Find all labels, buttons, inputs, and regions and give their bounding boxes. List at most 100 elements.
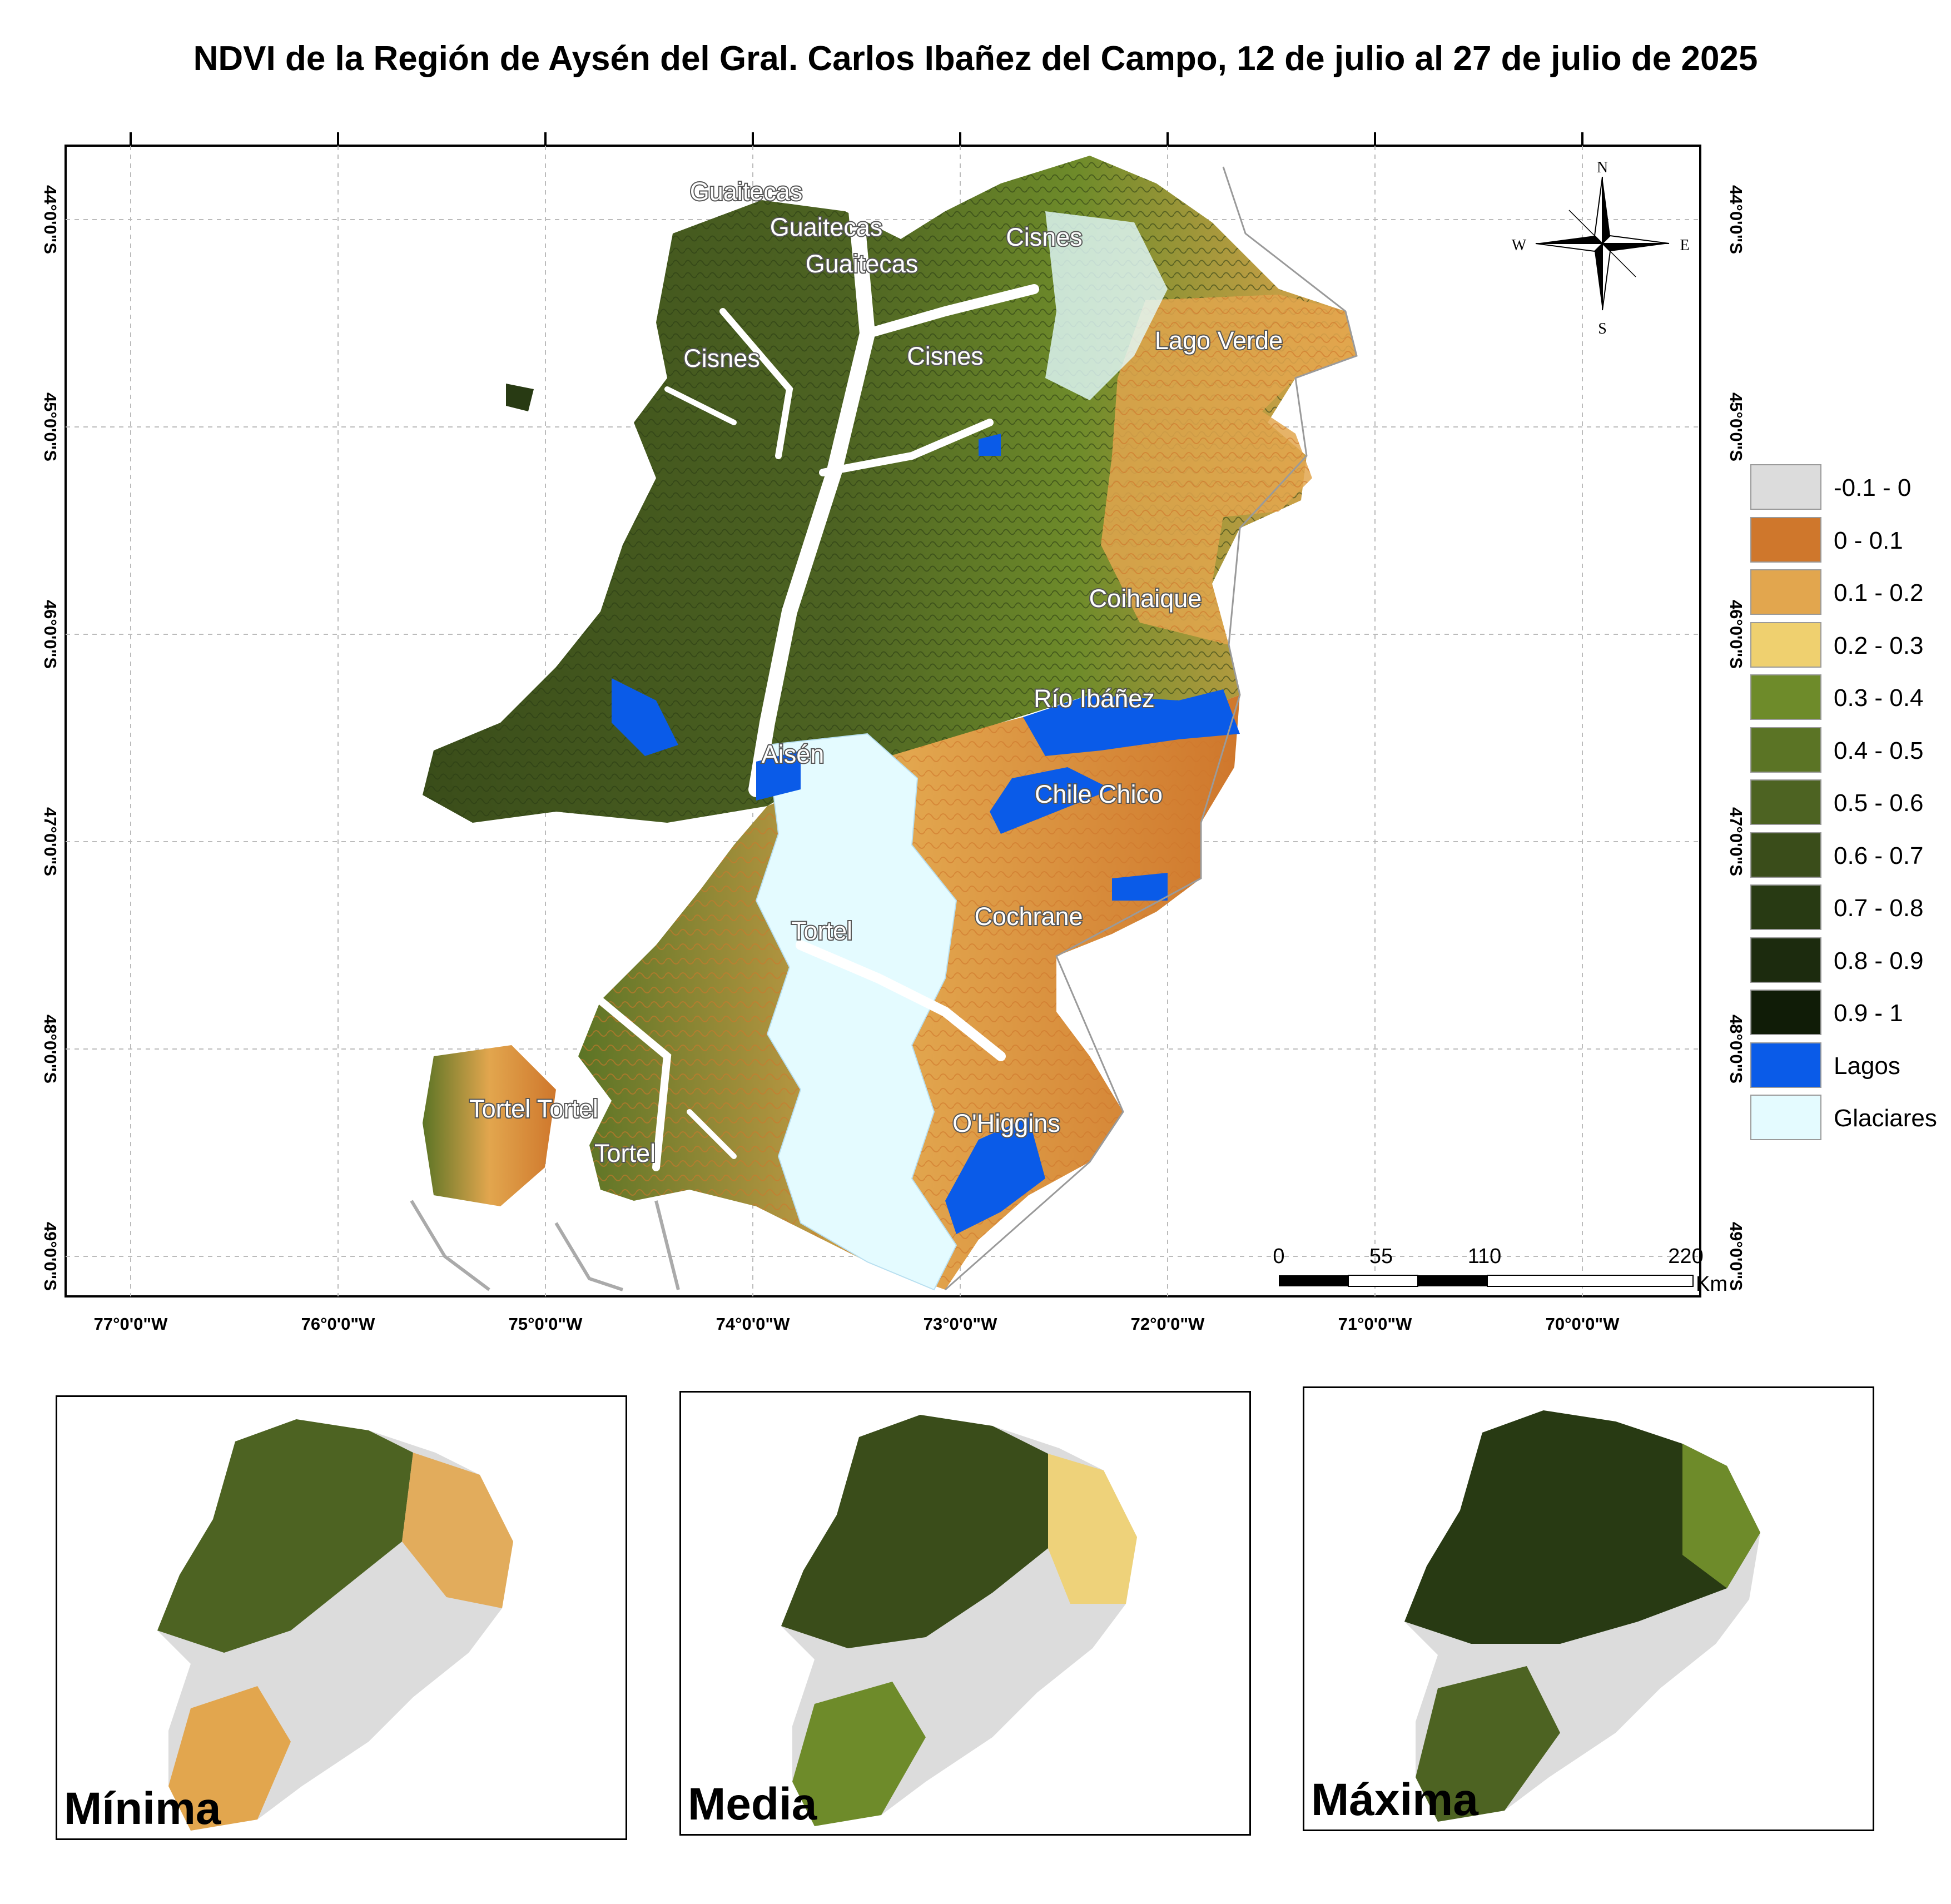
inset-minima[interactable]: Mínima (56, 1395, 627, 1840)
lat-tick-label-left: 47°0'0"S (41, 807, 60, 876)
inset-minima-label: Mínima (64, 1783, 221, 1834)
legend-swatch (1750, 622, 1821, 668)
legend-swatch (1750, 832, 1821, 878)
legend-label: 0.3 - 0.4 (1834, 684, 1924, 712)
legend-item: 0.9 - 1 (1750, 990, 1950, 1037)
fjords (597, 203, 1039, 1171)
compass-w: W (1512, 237, 1527, 254)
lat-tick-label-right: 46°0'0"S (1726, 600, 1746, 669)
legend-label: 0.6 - 0.7 (1834, 842, 1924, 869)
lon-tick-label: 70°0'0"W (1546, 1314, 1620, 1334)
compass-e: E (1680, 237, 1689, 254)
lat-tick-label-right: 49°0'0"S (1726, 1222, 1746, 1291)
legend-swatch (1750, 990, 1821, 1035)
glacier-field[interactable] (755, 733, 957, 1291)
place-label: Tortel Tortel (469, 1095, 598, 1123)
legend-swatch (1750, 1095, 1821, 1140)
lat-tick-label-right: 44°0'0"S (1726, 185, 1746, 254)
lat-tick-label-right: 47°0'0"S (1726, 807, 1746, 876)
inset-media-label: Media (688, 1779, 817, 1830)
southern-coastlines (410, 1200, 680, 1291)
island-southwest (423, 1045, 556, 1206)
legend-swatch (1750, 1042, 1821, 1088)
place-label: Guaitecas (690, 177, 803, 206)
place-label: Cochrane (974, 902, 1083, 931)
legend-item: 0.1 - 0.2 (1750, 569, 1950, 617)
main-map[interactable]: 77°0'0"W 76°0'0"W 75°0'0"W 74°0'0"W 73°0'0"W… (0, 0, 1951, 1334)
legend-swatch (1750, 727, 1821, 773)
legend-label: 0.1 - 0.2 (1834, 579, 1924, 607)
legend-label: 0.7 - 0.8 (1834, 894, 1924, 922)
inset-maxima[interactable]: Máxima (1303, 1386, 1874, 1831)
lat-tick-label-left: 48°0'0"S (41, 1015, 60, 1083)
legend-item: 0.6 - 0.7 (1750, 832, 1950, 880)
place-label: Cisnes (1006, 223, 1083, 251)
legend-label: -0.1 - 0 (1834, 474, 1912, 501)
place-label: Tortel (594, 1139, 656, 1167)
inset-minima-map (157, 1419, 513, 1831)
scale-bar: 0 55 110 220 Km (1273, 1245, 1727, 1296)
glacier-north[interactable] (1045, 211, 1168, 400)
place-label: Guaitecas (770, 213, 883, 241)
lon-tick-label: 73°0'0"W (924, 1314, 997, 1334)
legend-swatch (1750, 516, 1821, 563)
legend-label: 0 - 0.1 (1834, 526, 1903, 554)
graticule (66, 132, 1700, 1296)
inset-maxima-map (1404, 1410, 1760, 1822)
legend-label: Lagos (1834, 1052, 1900, 1080)
lon-tick-label: 74°0'0"W (716, 1314, 790, 1334)
inset-media-map (781, 1415, 1137, 1826)
place-label: Aisén (762, 740, 825, 768)
legend-swatch (1750, 569, 1821, 615)
place-label: Coihaique (1089, 584, 1202, 613)
legend-swatch (1750, 779, 1821, 825)
place-label: Chile Chico (1035, 780, 1163, 808)
legend-swatch (1750, 884, 1821, 930)
legend-label: 0.2 - 0.3 (1834, 632, 1924, 659)
compass-n: N (1597, 159, 1608, 176)
lon-tick-label: 77°0'0"W (94, 1314, 168, 1334)
legend-swatch (1750, 464, 1821, 510)
border-line (945, 166, 1358, 1291)
lat-tick-label-left: 46°0'0"S (41, 600, 60, 669)
inset-media[interactable]: Media (679, 1391, 1251, 1836)
lon-tick-label: 76°0'0"W (301, 1314, 375, 1334)
legend-item: 0.4 - 0.5 (1750, 727, 1950, 775)
legend-label: 0.5 - 0.6 (1834, 789, 1924, 817)
place-label: Cisnes (683, 344, 760, 372)
place-label: Tortel (791, 917, 852, 945)
place-label: Cisnes (907, 342, 984, 370)
legend-label: Glaciares (1834, 1105, 1937, 1132)
scale-tick-110: 110 (1468, 1245, 1502, 1268)
lon-tick-label: 72°0'0"W (1131, 1314, 1205, 1334)
legend-item: 0.5 - 0.6 (1750, 779, 1950, 827)
lon-tick-label: 75°0'0"W (509, 1314, 583, 1334)
lat-tick-label-left: 45°0'0"S (41, 392, 60, 461)
legend-label: 0.9 - 1 (1834, 1000, 1903, 1027)
legend-item: 0.3 - 0.4 (1750, 674, 1950, 722)
place-label: Río Ibáñez (1034, 684, 1155, 713)
lat-tick-label-right: 45°0'0"S (1726, 392, 1746, 461)
land-east-texture (1101, 295, 1357, 645)
compass-rose: N S E W (1512, 159, 1690, 337)
place-label: Lago Verde (1155, 326, 1283, 355)
legend-item: 0.2 - 0.3 (1750, 622, 1950, 670)
place-label: O'Higgins (952, 1109, 1060, 1137)
lakes (612, 434, 1240, 1234)
lat-tick-label-right: 48°0'0"S (1726, 1015, 1746, 1083)
legend-item: Glaciares (1750, 1095, 1950, 1142)
legend-swatch (1750, 937, 1821, 983)
legend-label: 0.8 - 0.9 (1834, 947, 1924, 975)
island-west-small (506, 384, 534, 411)
scale-tick-0: 0 (1273, 1245, 1284, 1268)
legend-item: 0.7 - 0.8 (1750, 884, 1950, 932)
lat-tick-label-left: 44°0'0"S (41, 185, 60, 254)
legend-item: 0 - 0.1 (1750, 516, 1950, 565)
legend-item: -0.1 - 0 (1750, 464, 1950, 512)
legend-item: Lagos (1750, 1042, 1950, 1090)
legend-item: 0.8 - 0.9 (1750, 937, 1950, 985)
legend-swatch (1750, 674, 1821, 720)
legend-label: 0.4 - 0.5 (1834, 737, 1924, 764)
scale-tick-220: 220 (1668, 1245, 1703, 1268)
lat-tick-label-left: 49°0'0"S (41, 1222, 60, 1291)
